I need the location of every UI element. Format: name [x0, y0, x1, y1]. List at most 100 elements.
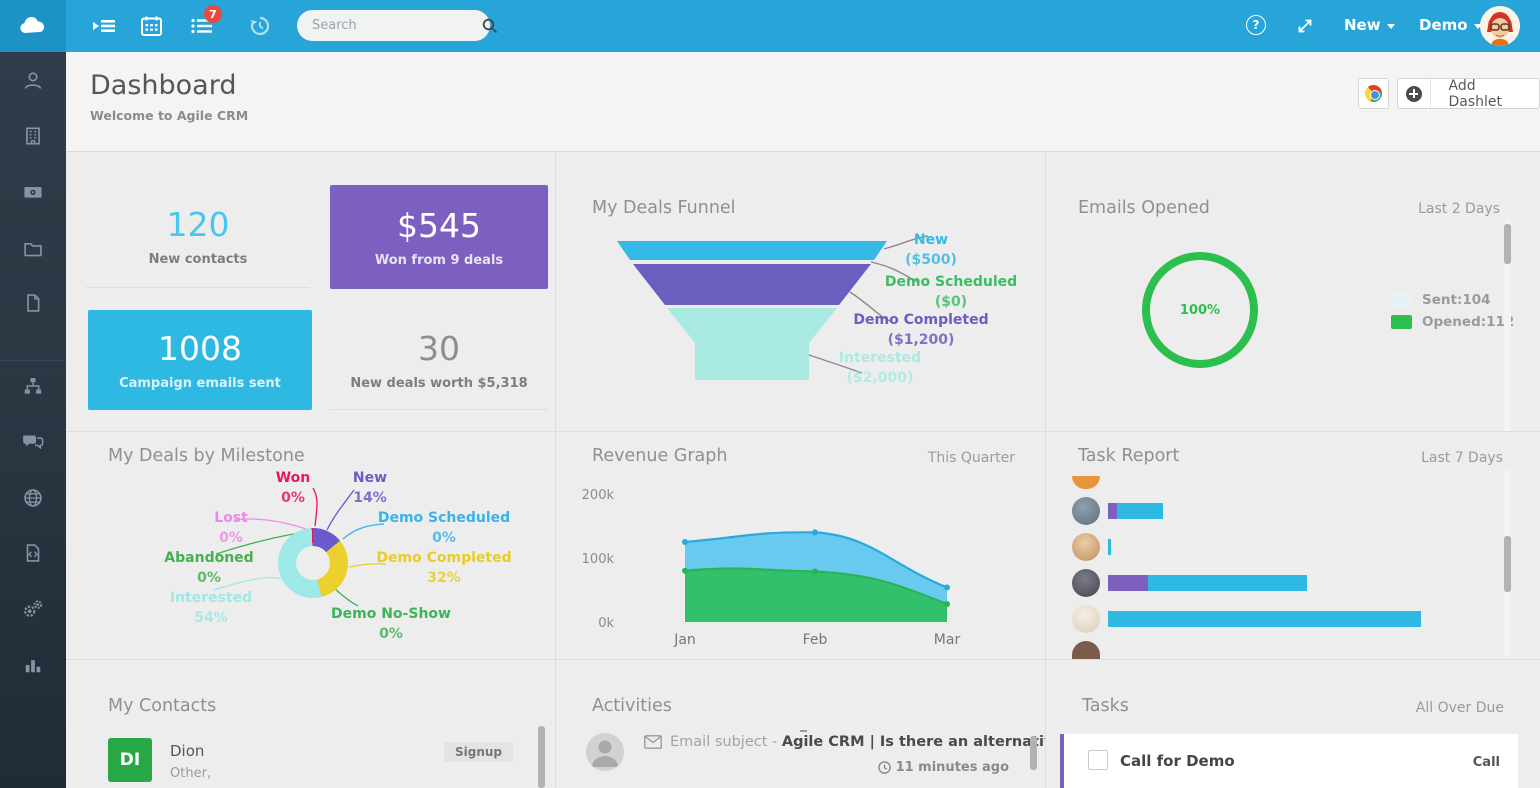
svg-text:Feb: Feb — [803, 632, 828, 648]
task-row[interactable]: Call for Demo Call — [1060, 734, 1518, 788]
stat-won-deals[interactable]: $545 Won from 9 deals — [330, 185, 548, 289]
sidebar-item-contacts[interactable] — [0, 59, 66, 103]
chat-icon — [21, 431, 45, 453]
building-icon — [22, 125, 44, 147]
task-report-bar[interactable] — [1108, 611, 1421, 627]
panel-scrollbar-thumb[interactable] — [538, 726, 545, 788]
activity-time: 11 minutes ago — [877, 760, 1009, 775]
sitemap-icon — [22, 375, 44, 397]
emails-donut-chart[interactable]: 100% — [1142, 252, 1258, 368]
stat-value: 30 — [418, 328, 460, 368]
chrome-extension-button[interactable] — [1358, 78, 1389, 109]
search-input[interactable] — [312, 18, 482, 33]
funnel-label-demo-scheduled: Demo Scheduled ($0) — [884, 274, 1018, 310]
search-icon[interactable] — [482, 18, 498, 34]
sidebar-item-web[interactable] — [0, 476, 66, 520]
sidebar-item-conversations[interactable] — [0, 420, 66, 464]
legend-opened[interactable]: Opened:112 — [1391, 314, 1514, 330]
contact-tag[interactable]: Signup — [444, 742, 514, 762]
avatar[interactable] — [1072, 569, 1100, 597]
deals-funnel-panel: My Deals Funnel New ($500) Demo Scheduled… — [556, 152, 1046, 432]
account-menu[interactable]: Demo — [1419, 16, 1482, 34]
code-file-icon — [22, 542, 44, 564]
chevron-down-icon — [1386, 23, 1395, 29]
notification-badge[interactable]: 7 — [204, 5, 222, 23]
avatar-partial-top — [1072, 476, 1100, 489]
panel-title: Tasks — [1082, 696, 1129, 716]
sidebar-divider — [0, 360, 66, 361]
task-name[interactable]: Call for Demo — [1120, 752, 1235, 770]
nav-menu-icon[interactable] — [92, 14, 116, 38]
svg-text:Mar: Mar — [934, 632, 961, 648]
activity-row[interactable]: Email subject - Agile CRM | Is there an … — [644, 734, 1045, 750]
activity-tick — [800, 730, 807, 732]
avatar-partial-bottom — [1072, 641, 1100, 659]
new-menu[interactable]: New — [1344, 16, 1395, 34]
task-action[interactable]: Call — [1472, 755, 1500, 770]
milestone-label-demo-scheduled: Demo Scheduled 0% — [377, 510, 511, 546]
task-report-bar[interactable] — [1108, 575, 1307, 591]
legend-sent[interactable]: Sent:104 — [1391, 292, 1514, 308]
stat-new-deals[interactable]: 30 New deals worth $5,318 — [330, 310, 548, 410]
milestone-donut-chart[interactable] — [278, 528, 348, 598]
sidebar-item-api-docs[interactable] — [0, 531, 66, 575]
panel-range[interactable]: Last 2 Days — [1418, 201, 1500, 217]
app-logo[interactable] — [0, 0, 66, 52]
stat-label: New contacts — [148, 252, 248, 267]
revenue-graph-panel: Revenue Graph This Quarter 200k 100k 0k Jan… — [556, 432, 1046, 660]
add-dashlet-button[interactable]: Add Dashlet — [1397, 77, 1540, 110]
revenue-area-chart[interactable]: 200k 100k 0k Jan Feb Mar — [556, 432, 1046, 660]
globe-icon — [22, 487, 44, 509]
page-subtitle: Welcome to Agile CRM — [90, 108, 249, 123]
sidebar-item-companies[interactable] — [0, 114, 66, 158]
avatar[interactable] — [1072, 605, 1100, 633]
contact-avatar[interactable]: DI — [108, 738, 152, 782]
milestone-label-new: New 14% — [352, 470, 388, 506]
gears-icon — [21, 598, 45, 620]
stat-value: 1008 — [158, 329, 242, 368]
avatar[interactable] — [1072, 533, 1100, 561]
chrome-icon — [1365, 85, 1382, 102]
panel-scrollbar-thumb[interactable] — [1030, 736, 1037, 770]
stat-label: Campaign emails sent — [119, 376, 281, 391]
topbar: 7 ? New Demo — [0, 0, 1540, 52]
fullscreen-icon[interactable] — [1293, 14, 1317, 38]
panel-range[interactable]: Last 7 Days — [1421, 450, 1503, 466]
tasks-filter[interactable]: All Over Due — [1415, 700, 1504, 716]
milestone-label-lost: Lost 0% — [214, 510, 248, 546]
search-bar[interactable] — [297, 10, 498, 41]
contact-name[interactable]: Dion — [170, 742, 205, 760]
user-avatar[interactable] — [1480, 6, 1520, 46]
funnel-label-new: New ($500) — [905, 232, 957, 268]
panel-range[interactable]: This Quarter — [927, 450, 1015, 466]
history-icon[interactable] — [248, 14, 272, 38]
task-checkbox[interactable] — [1088, 750, 1108, 770]
sidebar-item-forms[interactable] — [0, 281, 66, 325]
svg-text:Jan: Jan — [673, 632, 696, 648]
panel-title: Task Report — [1078, 446, 1180, 466]
stat-campaign-emails[interactable]: 1008 Campaign emails sent — [88, 310, 312, 410]
sidebar-item-deals[interactable] — [0, 170, 66, 214]
panel-scrollbar-track[interactable] — [1504, 220, 1511, 431]
page-header: Dashboard Welcome to Agile CRM Add Dashl… — [66, 52, 1540, 152]
panel-scrollbar-thumb[interactable] — [1504, 224, 1511, 264]
calendar-icon[interactable] — [139, 14, 163, 38]
stat-label: Won from 9 deals — [374, 253, 504, 268]
add-dashlet-label: Add Dashlet — [1448, 77, 1503, 110]
panel-scrollbar-thumb[interactable] — [1504, 536, 1511, 592]
avatar[interactable] — [1072, 497, 1100, 525]
sidebar-item-reports[interactable] — [0, 643, 66, 687]
sidebar-item-documents[interactable] — [0, 226, 66, 270]
task-report-bar[interactable] — [1108, 503, 1163, 519]
plus-icon — [1398, 79, 1431, 108]
help-button[interactable]: ? — [1246, 15, 1266, 35]
sidebar-item-campaigns[interactable] — [0, 364, 66, 408]
milestone-label-abandoned: Abandoned 0% — [164, 550, 254, 586]
stat-new-contacts[interactable]: 120 New contacts — [86, 185, 310, 288]
activity-subject[interactable]: Agile CRM | Is there an alternative numb… — [781, 734, 1045, 750]
funnel-chart[interactable] — [556, 152, 1046, 432]
tasks-list-icon[interactable]: 7 — [190, 5, 222, 38]
sidebar-item-settings[interactable] — [0, 587, 66, 631]
stat-label: New deals worth $5,318 — [350, 375, 528, 391]
task-report-bar[interactable] — [1108, 539, 1111, 555]
